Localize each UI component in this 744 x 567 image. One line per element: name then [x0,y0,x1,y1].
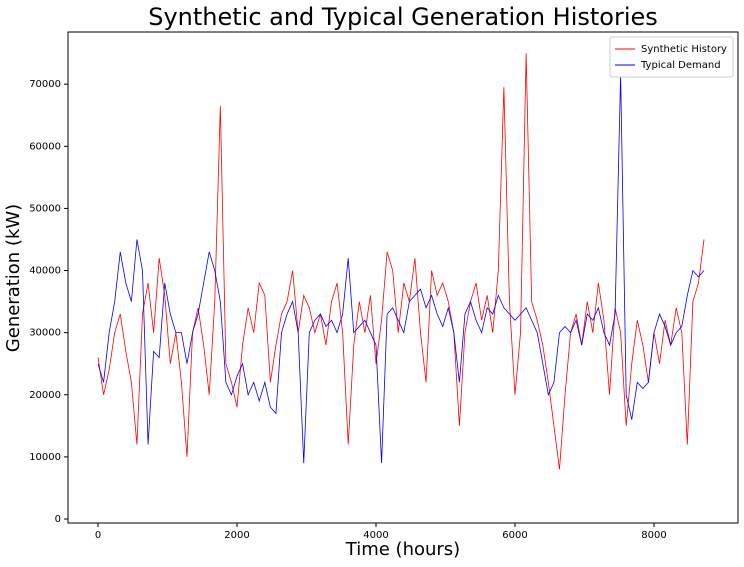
legend-box [609,36,734,78]
y-axis-label: Generation (kW) [3,204,24,352]
x-tick-label: 0 [95,530,101,541]
x-tick-label: 8000 [641,530,666,541]
y-tick-label: 20000 [29,390,61,401]
x-axis-label: Time (hours) [345,539,460,560]
y-tick-label: 0 [55,514,61,525]
series-line [97,74,705,464]
x-tick-label: 2000 [224,530,249,541]
legend-label: Synthetic History [641,44,727,55]
y-tick-label: 60000 [29,141,61,152]
x-tick-label: 6000 [502,530,527,541]
legend-label: Typical Demand [640,60,721,71]
y-tick-label: 70000 [29,79,61,90]
series-line [97,53,705,470]
plot-frame [67,31,739,524]
x-tick-label: 4000 [363,530,388,541]
y-tick-label: 40000 [29,266,61,277]
y-tick-label: 10000 [29,452,61,463]
y-tick-label: 50000 [29,203,61,214]
y-tick-label: 30000 [29,328,61,339]
legend: Synthetic History Typical Demand [609,36,734,78]
chart-title: Synthetic and Typical Generation Histori… [148,3,658,31]
